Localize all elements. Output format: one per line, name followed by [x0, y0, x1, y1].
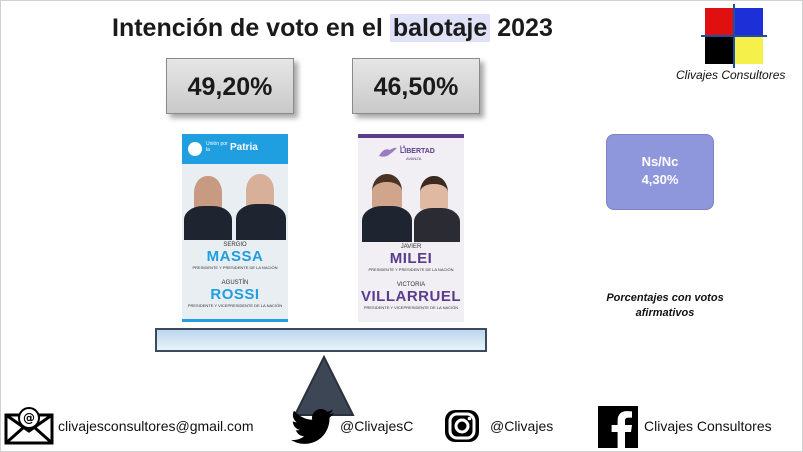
svg-text:@: @ [23, 411, 35, 425]
candidate-a-face [194, 176, 222, 210]
footer-facebook-text: Clivajes Consultores [644, 418, 772, 434]
title-prefix: Intención de voto en el [112, 14, 390, 42]
facebook-icon [598, 406, 638, 448]
running-a-last-name: ROSSI [210, 286, 260, 303]
candidate-b-face [372, 174, 402, 210]
party-sub: Unión por la [206, 141, 228, 153]
candidate-a-first-name: SERGIO [223, 242, 247, 248]
running-a-role: PRESIDENTE Y VICEPRESIDENTE DE LA NACIÓN [187, 303, 283, 308]
poster-a-bottom-bar [182, 319, 288, 322]
candidate-a-poster: Unión por la Patria SERGIO MASSA PRESIDE… [182, 134, 288, 322]
candidate-b-role: PRESIDENTE Y PRESIDENTE DE LA NACIÓN [368, 267, 454, 272]
party-pre: LA [400, 144, 406, 149]
page-title: Intención de voto en el balotaje 2023 [112, 14, 553, 43]
running-a-suit [236, 204, 286, 240]
candidate-a-suit [184, 206, 232, 240]
footnote: Porcentajes con votos afirmativos [606, 292, 724, 319]
footer-instagram[interactable]: @Clivajes [442, 404, 553, 448]
footer-email[interactable]: @ clivajesconsultores@gmail.com [4, 404, 254, 448]
party-label-b: LIBERTAD [400, 148, 435, 155]
brand-name: Clivajes Consultores [676, 68, 786, 82]
title-suffix: 2023 [490, 14, 553, 42]
running-a-first-name: AGUSTÍN [221, 280, 249, 286]
footer-twitter-text: @ClivajesC [340, 418, 414, 434]
running-b-first-name: VICTORIA [396, 282, 426, 288]
candidate-b-percent: 46,50% [352, 58, 480, 114]
party-label: Patria [230, 142, 258, 153]
party-sub-b: AVANZA [406, 156, 422, 161]
running-b-face [420, 176, 448, 210]
footer-facebook[interactable]: Clivajes Consultores [598, 404, 772, 448]
running-b-role: PRESIDENTE Y VICEPRESIDENTE DE LA NACIÓN [363, 305, 459, 310]
logo-quadrant-yellow [734, 36, 763, 64]
twitter-icon [291, 409, 334, 444]
candidate-b-suit [362, 206, 412, 242]
balance-beam [155, 328, 487, 352]
logo-quadrant-red [705, 8, 734, 36]
party-eagle-icon [379, 147, 397, 157]
candidate-a-percent: 49,20% [166, 58, 294, 114]
undecided-box: Ns/Nc 4,30% [606, 134, 714, 210]
undecided-label: Ns/Nc [641, 154, 679, 169]
mail-icon: @ [4, 407, 54, 445]
footer-twitter[interactable]: @ClivajesC [290, 404, 413, 448]
footer-instagram-text: @Clivajes [490, 418, 554, 434]
brand-logo-icon [701, 4, 767, 68]
undecided-percent: 4,30% [641, 172, 679, 187]
candidate-b-last-name: MILEI [389, 250, 433, 267]
candidate-a-last-name: MASSA [206, 248, 264, 265]
party-sun-icon [188, 142, 202, 156]
logo-quadrant-black [705, 36, 734, 64]
running-b-last-name: VILLARRUEL [361, 288, 461, 305]
logo-quadrant-blue [734, 8, 763, 36]
candidate-b-first-name: JAVIER [400, 244, 422, 250]
running-b-suit [414, 208, 460, 242]
candidate-b-poster: LA LIBERTAD AVANZA JAVIER MILEI PRESIDEN… [358, 134, 464, 322]
footer-email-text: clivajesconsultores@gmail.com [58, 418, 254, 434]
running-a-face [246, 174, 274, 208]
title-highlight: balotaje [389, 14, 491, 42]
candidate-a-role: PRESIDENTE Y PRESIDENTE DE LA NACIÓN [192, 265, 278, 270]
logo-cross-horizontal [701, 35, 767, 37]
instagram-icon [445, 410, 479, 442]
